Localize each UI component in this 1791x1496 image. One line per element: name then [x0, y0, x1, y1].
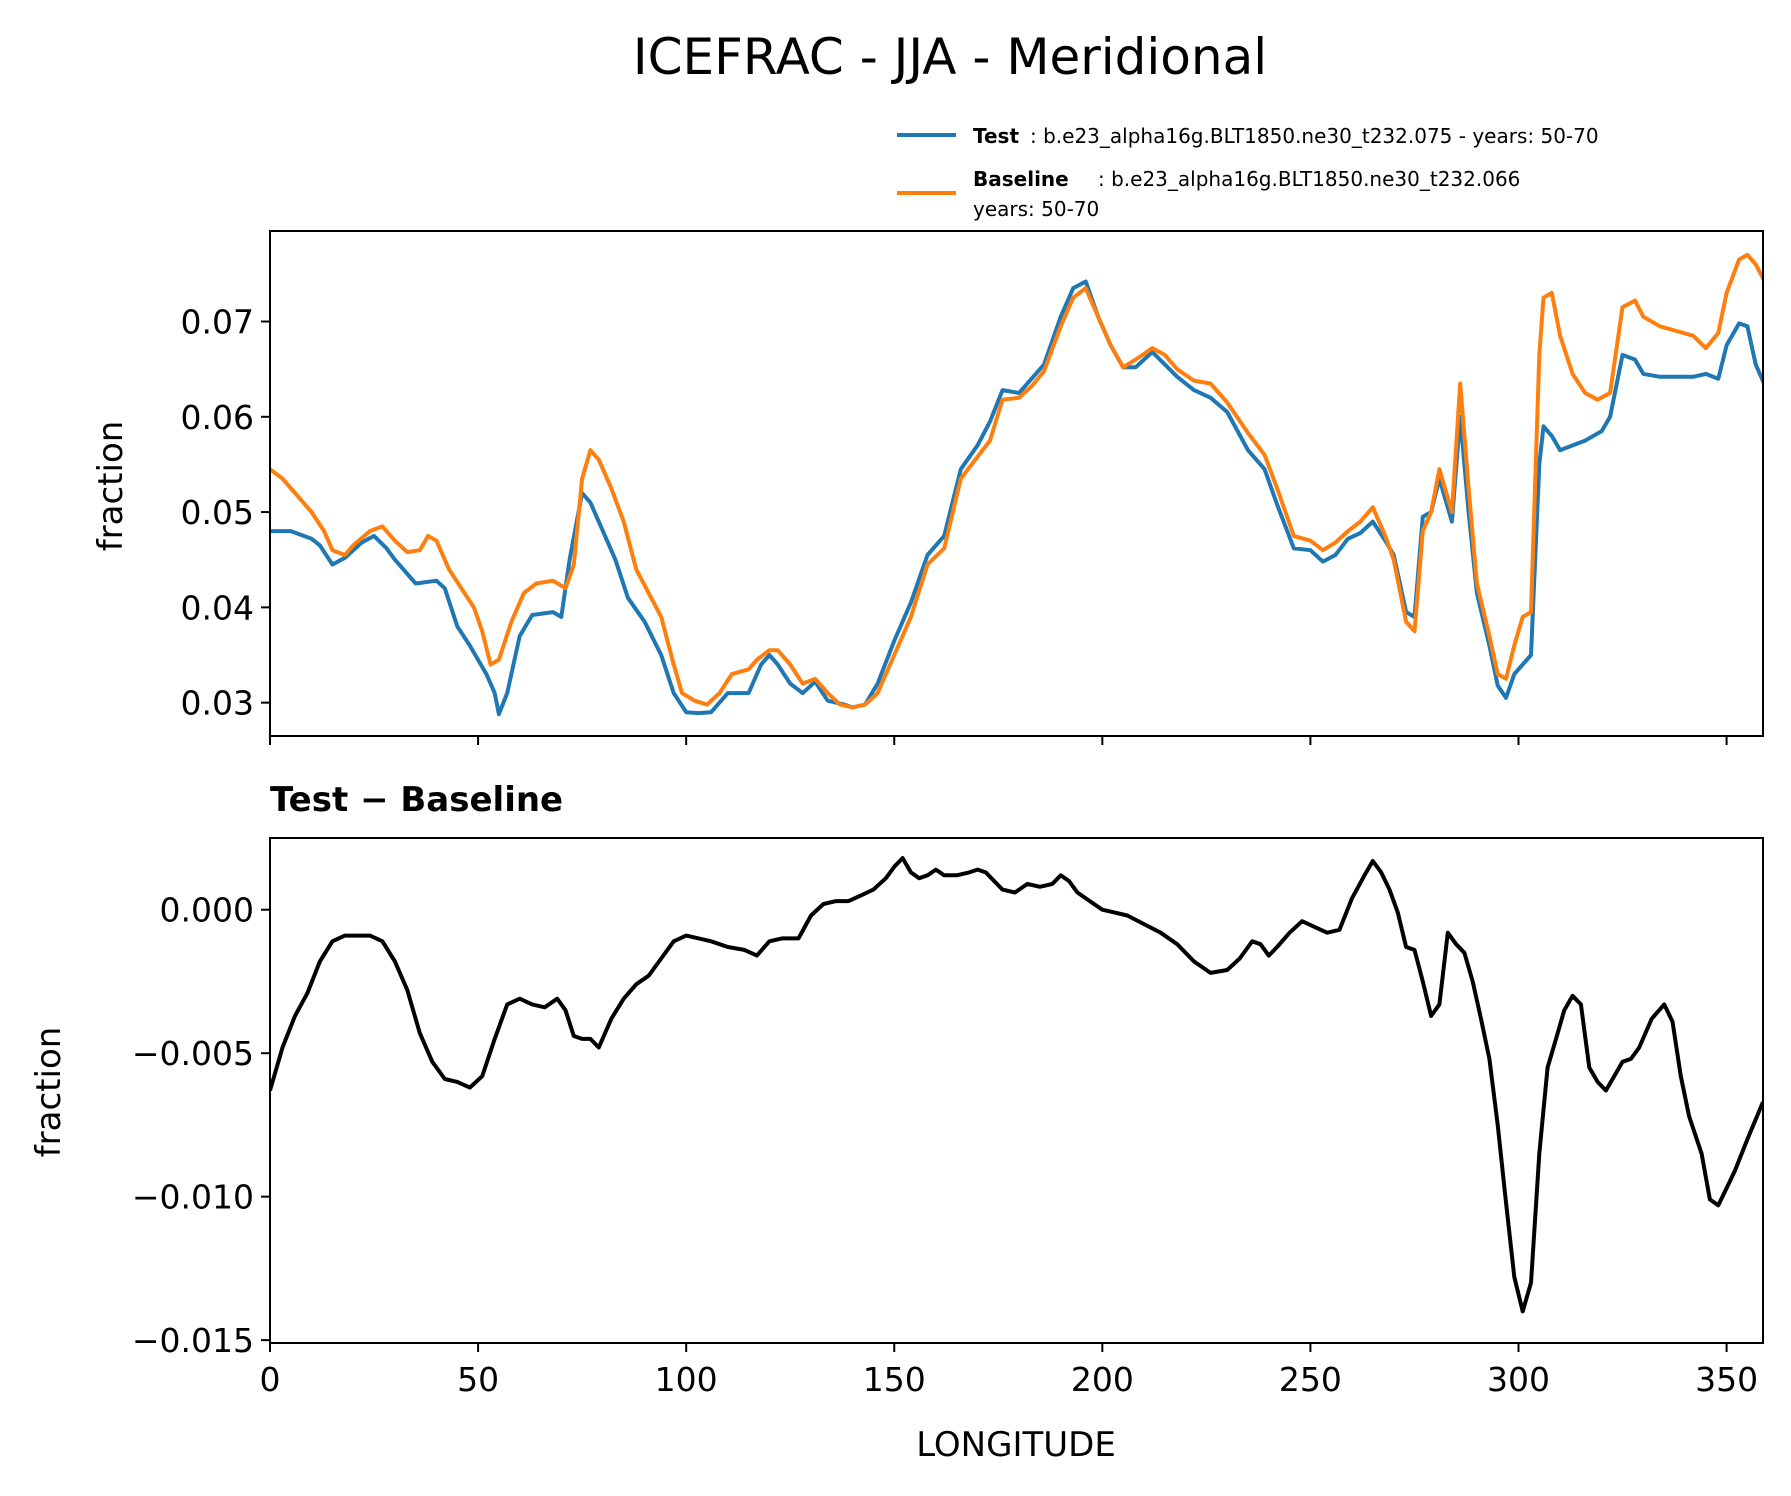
bottom-series [270, 856, 1763, 1314]
xtick-label: 300 [1487, 1360, 1550, 1399]
bottom-ylabel: fraction [29, 1027, 69, 1158]
legend: Test : b.e23_alpha16g.BLT1850.ne30_t232.… [897, 124, 1599, 221]
bottom-axes-frame [269, 837, 1764, 1344]
top-ylabel: fraction [91, 421, 131, 552]
top-series-line-baseline [270, 252, 1763, 710]
bottom-title: Test − Baseline [270, 780, 563, 820]
top-ytick-label: 0.04 [181, 588, 254, 627]
xtick-label: 100 [655, 1360, 718, 1399]
bottom-ytick-label: −0.015 [132, 1321, 254, 1360]
bottom-ytick-label: 0.000 [160, 891, 254, 930]
bottom-ticks: −0.015 −0.010 −0.005 0.000 0 50 100 150 200 250 30… [132, 891, 1758, 1399]
xtick-label: 150 [863, 1360, 926, 1399]
legend-label-test: Test [973, 124, 1019, 148]
legend-desc-test: : b.e23_alpha16g.BLT1850.ne30_t232.075 -… [1030, 124, 1599, 148]
xtick-label: 50 [457, 1360, 499, 1399]
bottom-panel: Test − Baseline −0.015 −0.010 −0.005 0.000 0… [29, 780, 1764, 1465]
top-axes-frame [269, 230, 1764, 737]
xtick-label: 250 [1279, 1360, 1342, 1399]
top-panel: 0.03 0.04 0.05 0.06 0.07 fraction [91, 230, 1764, 745]
top-ytick-label: 0.06 [181, 398, 254, 437]
legend-desc-baseline: : b.e23_alpha16g.BLT1850.ne30_t232.066 [1098, 167, 1520, 191]
top-ytick-label: 0.07 [181, 303, 254, 342]
top-series-line-test [270, 279, 1763, 717]
bottom-ytick-label: −0.005 [132, 1034, 254, 1073]
top-ytick-label: 0.05 [181, 493, 254, 532]
bottom-ytick-label: −0.010 [132, 1178, 254, 1217]
xtick-label: 200 [1071, 1360, 1134, 1399]
top-series [270, 252, 1763, 717]
top-ticks: 0.03 0.04 0.05 0.06 0.07 [181, 303, 1728, 745]
legend-label-baseline: Baseline [973, 167, 1069, 191]
top-ytick-label: 0.03 [181, 684, 254, 723]
chart-title: ICEFRAC - JJA - Meridional [633, 28, 1267, 86]
xtick-label: 350 [1695, 1360, 1758, 1399]
xtick-label: 0 [260, 1360, 281, 1399]
bottom-series-line-test-baseline [270, 856, 1763, 1314]
x-axis-label: LONGITUDE [916, 1425, 1116, 1465]
legend-desc2-baseline: years: 50-70 [973, 197, 1099, 221]
